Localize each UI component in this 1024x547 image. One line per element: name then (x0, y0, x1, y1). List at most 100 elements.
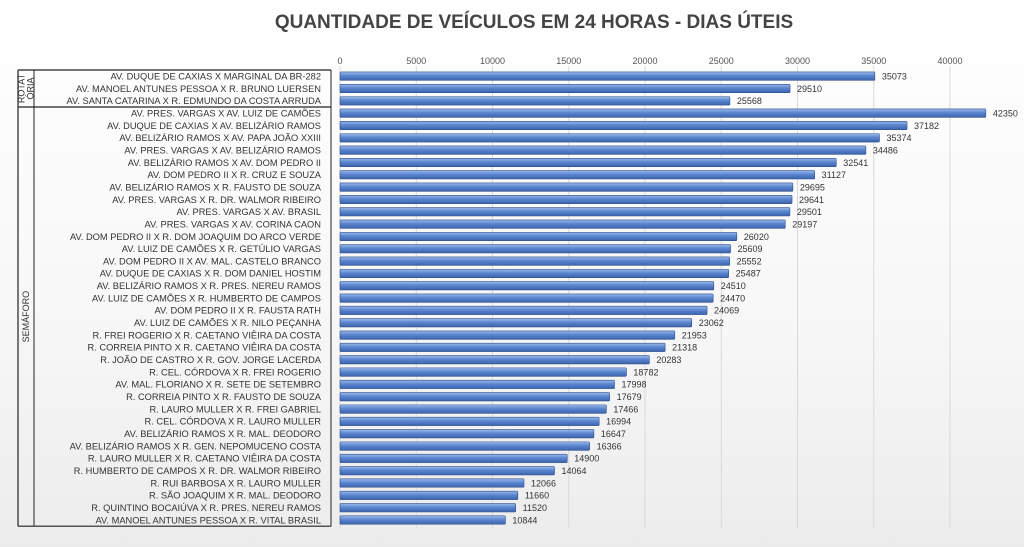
category-label: AV. DOM PEDRO II X R. FAUSTA RATH (154, 306, 321, 316)
x-tick-label: 35000 (861, 56, 886, 66)
category-label: AV. BELIZÁRIO RAMOS X AV. DOM PEDRO II (128, 158, 321, 168)
bar (339, 503, 516, 513)
bar (339, 392, 610, 402)
category-label: R. LAURO MULLER X R. CAETANO VIÊIRA DA C… (88, 454, 322, 464)
value-label: 25609 (738, 244, 763, 254)
bar (339, 194, 793, 204)
x-tick-label: 5000 (406, 56, 426, 66)
category-label: AV. BELIZÁRIO RAMOS X R. MAL. DEODORO (124, 429, 321, 439)
category-label: AV. PRES. VARGAS X AV. CORINA CAON (144, 219, 321, 229)
value-label: 12066 (531, 478, 556, 488)
category-label: AV. SANTA CATARINA X R. EDMUNDO DA COSTA… (66, 96, 321, 106)
bar (339, 182, 794, 192)
value-label: 34486 (873, 145, 898, 155)
bar (339, 330, 676, 340)
bar (339, 441, 590, 451)
bar (339, 478, 525, 488)
value-label: 29641 (799, 195, 824, 205)
bar (339, 244, 731, 254)
bar (339, 466, 555, 476)
bar (339, 429, 595, 439)
bar (339, 453, 568, 463)
bar (339, 96, 731, 106)
value-label: 24470 (720, 293, 745, 303)
category-label: AV. DUQUE DE CAXIAS X MARGINAL DA BR-282 (111, 71, 321, 81)
value-label: 14900 (574, 454, 599, 464)
bar (339, 515, 506, 525)
value-label: 17998 (621, 380, 646, 390)
category-label: AV. LUIZ DE CAMÕES X R. NILO PEÇANHA (134, 318, 322, 328)
category-label: AV. MANOEL ANTUNES PESSOA X R. VITAL BRA… (96, 515, 321, 525)
value-label: 29501 (797, 207, 822, 217)
category-label: R. JOÃO DE CASTRO X R. GOV. JORGE LACERD… (100, 355, 322, 365)
value-label: 21953 (682, 330, 707, 340)
value-label: 17679 (617, 392, 642, 402)
bar (339, 133, 880, 143)
category-label: AV. DUQUE DE CAXIAS X AV. BELIZÁRIO RAMO… (107, 121, 321, 131)
group-label: SEMÁFORO (21, 291, 31, 343)
category-label: R. HUMBERTO DE CAMPOS X R. DR. WALMOR RI… (74, 466, 321, 476)
bar (339, 281, 715, 291)
category-label: AV. DOM PEDRO II X R. CRUZ E SOUZA (147, 170, 321, 180)
bar (339, 120, 908, 130)
category-label: R. CORREIA PINTO X R. CAETANO VIÊIRA DA … (87, 343, 321, 353)
category-label: R. FREI ROGERIO X R. CAETANO VIÊIRA DA C… (93, 330, 322, 340)
value-label: 35073 (882, 71, 907, 81)
value-label: 24069 (714, 306, 739, 316)
category-labels: AV. DUQUE DE CAXIAS X MARGINAL DA BR-282… (66, 71, 321, 525)
group-label: ROTATÓRIA (17, 73, 36, 103)
value-label: 29197 (792, 219, 817, 229)
value-label: 18782 (633, 367, 658, 377)
bar (339, 379, 615, 389)
x-tick-label: 20000 (632, 56, 657, 66)
x-tick-label: 0 (337, 56, 342, 66)
category-label: AV. DUQUE DE CAXIAS X R. DOM DANIEL HOST… (100, 269, 321, 279)
value-label: 23062 (699, 318, 724, 328)
category-label: R. QUINTINO BOCAIÚVA X R. PRES. NEREU RA… (91, 503, 321, 513)
value-label: 16647 (601, 429, 626, 439)
category-label: AV. LUIZ DE CAMÕES X R. HUMBERTO DE CAMP… (92, 293, 321, 303)
value-label: 32541 (843, 158, 868, 168)
category-label: AV. BELIZÁRIO RAMOS X R. PRES. NEREU RAM… (97, 281, 321, 291)
bar (339, 305, 708, 315)
value-label: 25568 (737, 96, 762, 106)
value-label: 11660 (525, 491, 549, 501)
category-label: AV. DOM PEDRO II X R. DOM JOAQUIM DO ARC… (70, 232, 321, 242)
category-label: R. LAURO MULLER X R. FREI GABRIEL (149, 404, 321, 414)
bar (339, 83, 791, 93)
bar (339, 342, 666, 352)
value-label: 25487 (736, 269, 761, 279)
chart-title: QUANTIDADE DE VEÍCULOS EM 24 HORAS - DIA… (275, 11, 793, 33)
x-tick-label: 10000 (480, 56, 505, 66)
bar (339, 404, 607, 414)
value-label: 21318 (672, 343, 697, 353)
category-label: AV. DOM PEDRO II X AV. MAL. CASTELO BRAN… (103, 256, 321, 266)
value-label: 14064 (561, 466, 586, 476)
category-label: AV. BELIZÁRIO RAMOS X AV. PAPA JOÃO XXII… (119, 133, 321, 143)
bar (339, 256, 730, 266)
bar (339, 219, 786, 229)
value-label: 20283 (656, 355, 681, 365)
bar (339, 355, 650, 365)
bar (339, 231, 738, 241)
x-tick-label: 15000 (556, 56, 581, 66)
bar (339, 157, 837, 167)
bar (339, 108, 987, 118)
value-label: 29695 (800, 182, 825, 192)
value-label: 11520 (523, 503, 547, 513)
value-label: 25552 (737, 256, 762, 266)
bar (339, 416, 600, 426)
category-label: AV. PRES. VARGAS X AV. BRASIL (176, 207, 321, 217)
value-label: 35374 (886, 133, 911, 143)
value-label: 31127 (822, 170, 846, 180)
bar (339, 207, 791, 217)
group-label-frame: ROTATÓRIA SEMÁFORO (17, 69, 332, 527)
value-label: 37182 (914, 121, 939, 131)
bar (339, 367, 627, 377)
x-tick-label: 25000 (709, 56, 734, 66)
bar (339, 71, 876, 81)
value-label: 24510 (721, 281, 746, 291)
x-tick-label: 30000 (785, 56, 810, 66)
bar (339, 293, 714, 303)
